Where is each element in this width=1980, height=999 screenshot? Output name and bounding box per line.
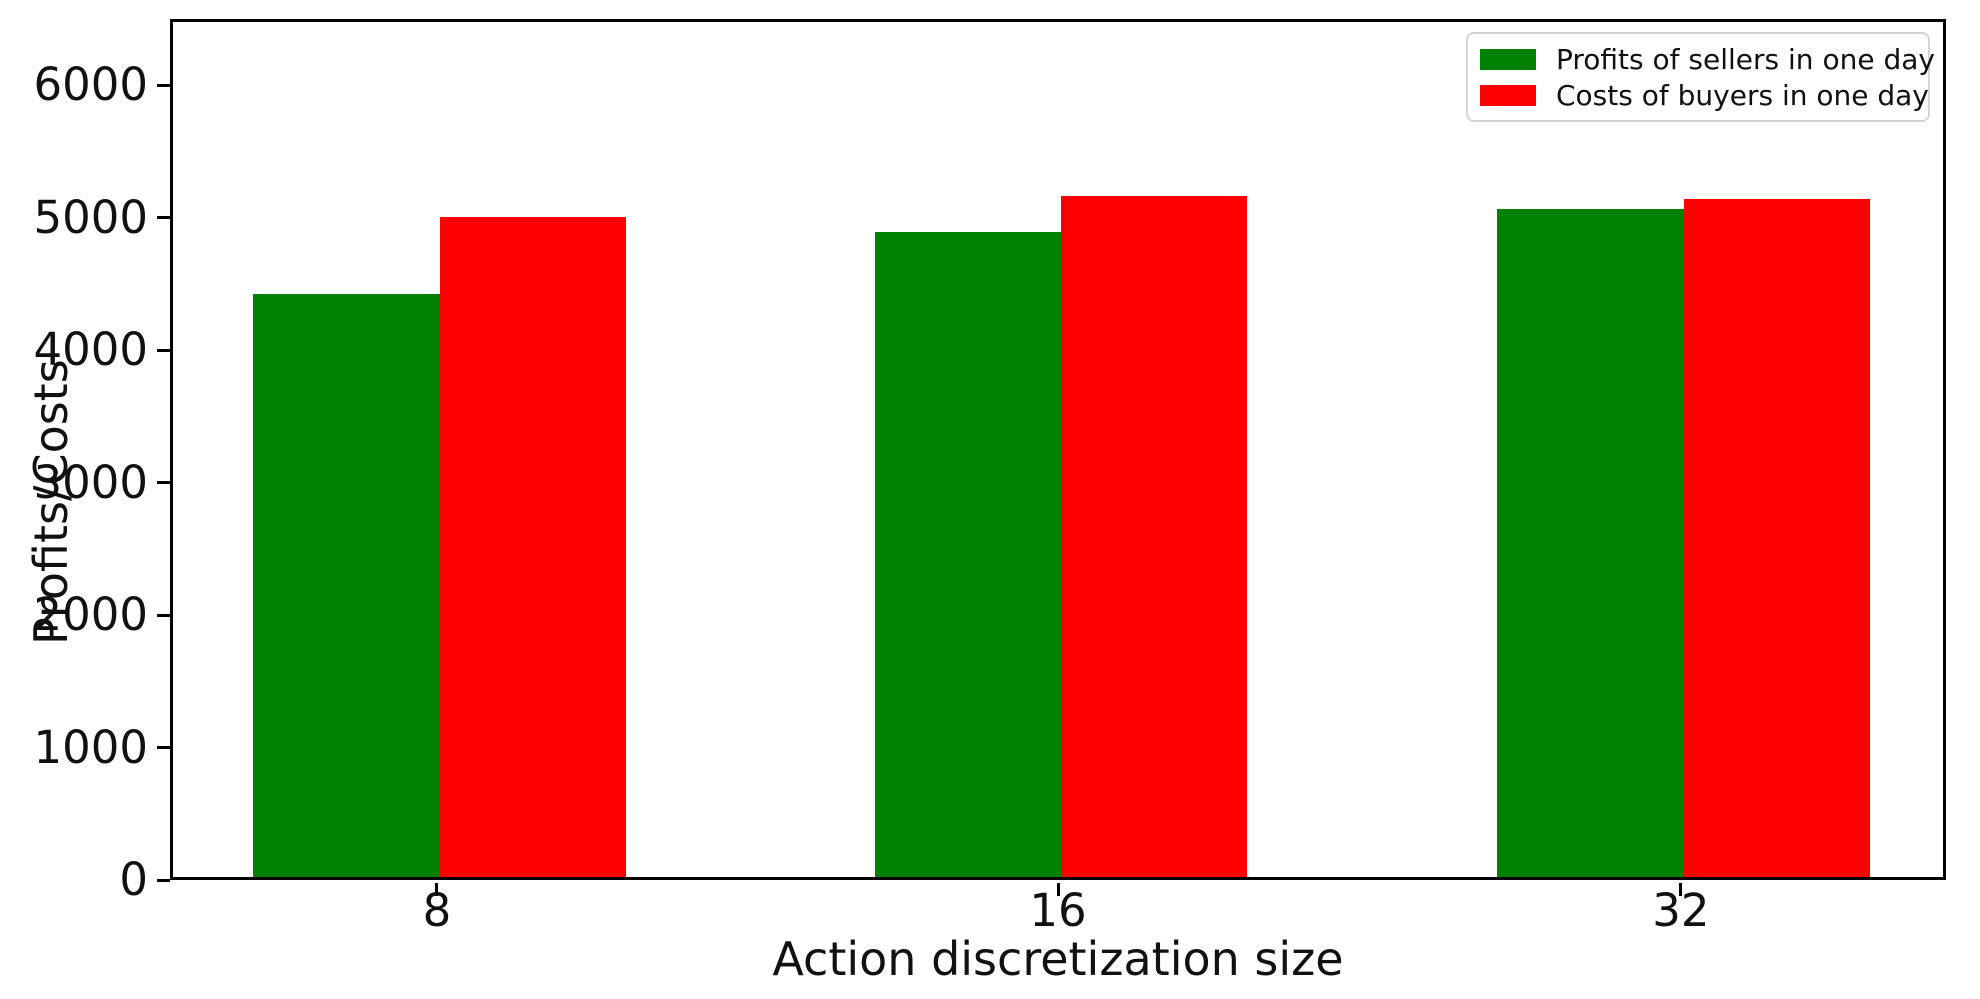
x-tick-label-32: 32 xyxy=(1652,884,1710,937)
y-tick-mark-0 xyxy=(157,878,170,882)
bar-buyers-16 xyxy=(1061,196,1248,877)
legend-item-sellers: Profits of sellers in one day xyxy=(1480,43,1935,76)
y-tick-mark-4000 xyxy=(157,348,170,352)
bar-sellers-16 xyxy=(874,231,1061,877)
x-tick-mark-16 xyxy=(1056,883,1060,896)
legend-swatch-buyers xyxy=(1480,84,1536,106)
y-tick-label-2000: 2000 xyxy=(33,588,148,642)
y-tick-label-4000: 4000 xyxy=(33,323,148,377)
x-tick-label-8: 8 xyxy=(422,884,452,937)
bar-buyers-8 xyxy=(439,217,627,877)
legend-swatch-sellers xyxy=(1480,48,1536,70)
x-tick-label-16: 16 xyxy=(1029,884,1087,937)
y-tick-label-3000: 3000 xyxy=(33,455,148,509)
y-tick-label-5000: 5000 xyxy=(33,190,148,244)
x-axis-label: Action discretization size xyxy=(772,932,1344,986)
plot-area xyxy=(170,19,1946,880)
bar-sellers-8 xyxy=(253,294,440,877)
y-tick-label-0: 0 xyxy=(119,853,148,906)
y-tick-mark-5000 xyxy=(157,216,170,220)
legend-item-buyers: Costs of buyers in one day xyxy=(1480,79,1929,112)
legend: Profits of sellers in one day Costs of b… xyxy=(1466,32,1935,122)
x-tick-mark-32 xyxy=(1679,883,1683,896)
y-tick-mark-3000 xyxy=(157,481,170,485)
legend-label-buyers: Costs of buyers in one day xyxy=(1556,78,1929,112)
y-tick-label-1000: 1000 xyxy=(33,720,148,774)
y-tick-label-6000: 6000 xyxy=(33,58,148,112)
y-tick-mark-1000 xyxy=(157,746,170,750)
legend-label-sellers: Profits of sellers in one day xyxy=(1556,42,1935,76)
bar-sellers-32 xyxy=(1497,209,1684,877)
y-tick-mark-6000 xyxy=(157,83,170,87)
y-tick-mark-2000 xyxy=(157,613,170,617)
bar-buyers-32 xyxy=(1683,198,1871,877)
y-axis-label-container: Profits/Costs xyxy=(22,255,78,645)
x-tick-mark-8 xyxy=(435,883,439,896)
